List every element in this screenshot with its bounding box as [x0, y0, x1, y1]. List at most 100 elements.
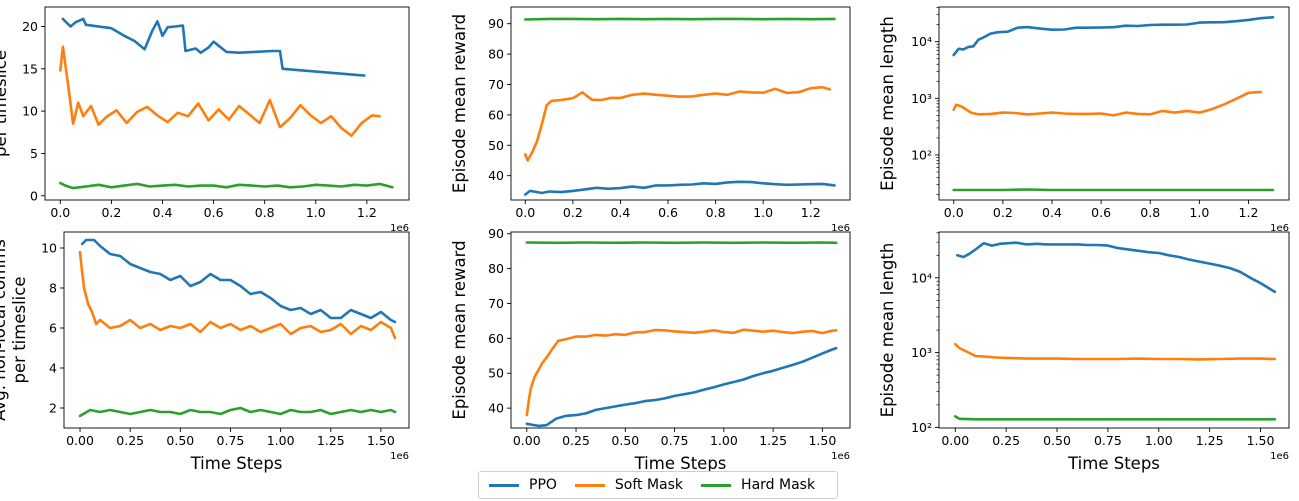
y-axis-label-line: Episode mean length [878, 243, 897, 418]
x-tick-label: 0.2 [101, 205, 121, 220]
x-tick-label: 1.50 [808, 433, 836, 448]
y-tick-label: 2 [49, 401, 57, 416]
x-tick-label: 1.00 [267, 433, 295, 448]
x-tick-label: 1.00 [710, 433, 738, 448]
series-line-hard-mask [952, 188, 1275, 192]
series-line-ppo [61, 17, 366, 77]
series-line-soft-mask [954, 342, 1277, 361]
y-tick-label: 15 [22, 61, 38, 76]
y-tick-label: 8 [49, 281, 57, 296]
y-axis-label: Avg. non-local commsper timeslice [0, 239, 29, 421]
x-exponent-label: 1e6 [390, 451, 409, 462]
x-tick-label: 0.50 [611, 433, 639, 448]
legend-swatch-hard-mask [701, 483, 732, 487]
x-tick-label: 1.0 [306, 205, 326, 220]
subplot-5: 0.00 0.25 0.50 0.75 1.00 1.25 1.50 40 50 60 70 80 90… [450, 226, 851, 473]
x-tick-label: 0.00 [513, 433, 541, 448]
x-exponent-label: 1e6 [390, 223, 409, 234]
x-tick-label: 1.50 [367, 433, 395, 448]
legend-swatch-soft-mask [574, 483, 605, 487]
x-exponent-label: 1e6 [1270, 223, 1289, 234]
x-tick-label: 0.0 [515, 205, 535, 220]
x-tick-label: 0.75 [1094, 433, 1122, 448]
y-axis-label-line: Episode mean reward [450, 240, 469, 419]
y-tick-label: 80 [488, 47, 504, 62]
x-tick-label: 1.2 [357, 205, 377, 220]
y-tick-label: 4 [49, 361, 57, 376]
x-tick-label: 0.50 [1043, 433, 1071, 448]
y-tick-label: 10² [911, 147, 932, 162]
x-tick-label: 1.25 [1196, 433, 1224, 448]
x-tick-label: 0.75 [217, 433, 245, 448]
axes-frame [510, 6, 851, 201]
y-tick-label: 80 [488, 261, 504, 276]
y-tick-label: 60 [488, 107, 504, 122]
x-tick-label: 0.75 [661, 433, 689, 448]
x-tick-label: 1.2 [1239, 205, 1259, 220]
legend-item-soft-mask: Soft Mask [574, 477, 684, 493]
x-exponent-label: 1e6 [831, 451, 850, 462]
series-line-soft-mask [952, 90, 1263, 117]
series-line-soft-mask [524, 85, 832, 162]
x-tick-label: 0.4 [610, 205, 630, 220]
series-line-ppo [80, 238, 397, 324]
subplot-4: 0.00 0.25 0.50 0.75 1.00 1.25 1.50 2 4 6 8 10 1e6 Avg… [0, 231, 410, 473]
series-line-soft-mask [59, 45, 381, 137]
x-exponent-label: 1e6 [831, 223, 850, 234]
subplot-6: 0.00 0.25 0.50 0.75 1.00 1.25 1.50 10² 10³ 10⁴ 1e6… [878, 231, 1290, 473]
axes-frame [938, 231, 1290, 429]
axes-frame [44, 6, 410, 201]
y-tick-label: 10⁴ [911, 270, 932, 285]
x-tick-label: 0.8 [706, 205, 726, 220]
x-tick-label: 1.50 [1247, 433, 1275, 448]
series-line-hard-mask [524, 17, 836, 21]
y-tick-label: 10³ [911, 91, 932, 106]
y-axis-label: Episode mean reward [450, 240, 469, 419]
axes-frame [510, 231, 851, 429]
x-tick-label: 0.25 [992, 433, 1020, 448]
y-tick-label: 40 [488, 401, 504, 416]
y-tick-label: 50 [488, 366, 504, 381]
x-tick-label: 0.00 [66, 433, 94, 448]
y-tick-label: 10² [911, 420, 932, 435]
x-tick-label: 1.25 [759, 433, 787, 448]
y-axis-label: Avg. non-local commsper timeslice [0, 13, 10, 195]
legend-label-ppo: PPO [529, 477, 557, 493]
x-tick-label: 1.0 [753, 205, 773, 220]
series-line-hard-mask [954, 415, 1277, 421]
y-tick-label: 10 [41, 241, 57, 256]
axes-frame [63, 231, 410, 429]
y-tick-label: 70 [488, 77, 504, 92]
legend-item-hard-mask: Hard Mask [701, 477, 815, 493]
legend-label-soft-mask: Soft Mask [614, 477, 684, 493]
x-tick-label: 1.00 [1145, 433, 1173, 448]
y-tick-label: 0 [30, 188, 38, 203]
y-tick-label: 5 [30, 146, 38, 161]
axes-frame [938, 6, 1290, 201]
x-exponent-label: 1e6 [1270, 451, 1289, 462]
x-tick-label: 0.0 [50, 205, 70, 220]
x-tick-label: 0.50 [166, 433, 194, 448]
x-tick-label: 0.4 [153, 205, 173, 220]
y-tick-label: 90 [488, 16, 504, 31]
y-axis-label-line: Episode mean length [878, 16, 897, 191]
x-tick-label: 0.8 [255, 205, 275, 220]
series-line-ppo [952, 16, 1275, 57]
x-axis-label: Time Steps [1067, 454, 1160, 473]
x-tick-label: 1.25 [317, 433, 345, 448]
legend-item-ppo: PPO [489, 477, 557, 493]
x-tick-label: 0.6 [204, 205, 224, 220]
y-tick-label: 70 [488, 296, 504, 311]
y-axis-label: Episode mean reward [450, 14, 469, 193]
y-tick-label: 40 [488, 168, 504, 183]
x-tick-label: 0.6 [1091, 205, 1111, 220]
series-line-ppo [524, 180, 836, 196]
legend-label-hard-mask: Hard Mask [741, 477, 816, 493]
subplot-3: 0.0 0.2 0.4 0.6 0.8 1.0 1.2 10² 10³ 10⁴ 1e6 Episode… [878, 6, 1290, 234]
x-tick-label: 0.2 [993, 205, 1013, 220]
y-axis-label: Episode mean length [878, 243, 897, 418]
series-line-ppo [525, 346, 838, 428]
legend: PPO Soft Mask Hard Mask [478, 471, 838, 499]
x-tick-label: 0.25 [562, 433, 590, 448]
